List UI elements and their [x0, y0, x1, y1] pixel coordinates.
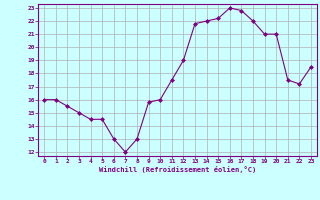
X-axis label: Windchill (Refroidissement éolien,°C): Windchill (Refroidissement éolien,°C) [99, 166, 256, 173]
